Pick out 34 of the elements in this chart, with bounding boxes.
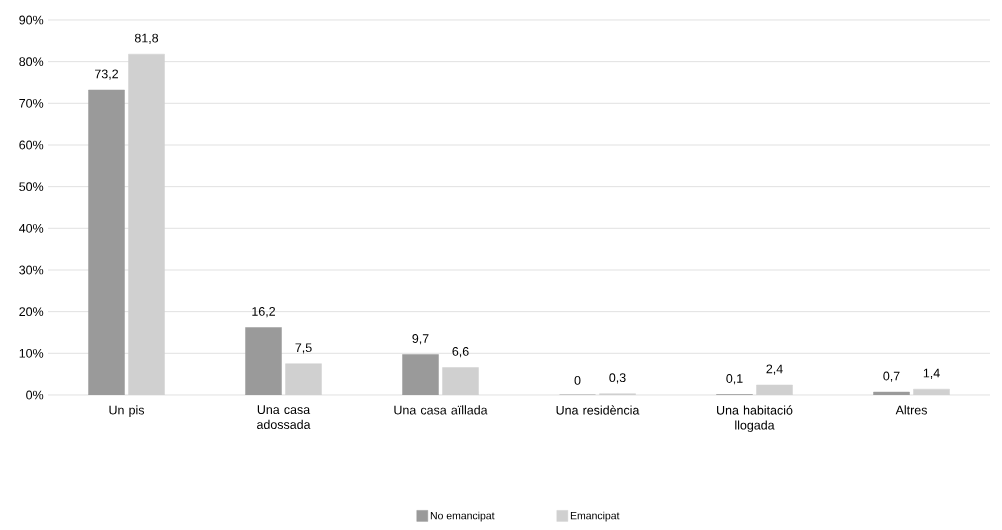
x-tick-label: Un pis <box>109 405 145 417</box>
data-label: 0,1 <box>726 374 743 385</box>
y-tick-label: 30% <box>19 265 44 275</box>
data-label: 0 <box>574 375 581 385</box>
data-label: 0,7 <box>883 371 900 382</box>
y-tick-label: 0% <box>26 390 44 400</box>
y-tick-label: 50% <box>19 182 44 192</box>
y-tick-label: 40% <box>19 223 44 233</box>
y-tick-label: 60% <box>19 140 44 150</box>
legend-label: Emancipat <box>570 511 620 522</box>
data-label: 81,8 <box>134 33 159 44</box>
x-tick-label: Una casa aïllada <box>394 405 488 415</box>
y-tick-label: 70% <box>19 98 44 108</box>
y-tick-label: 20% <box>19 307 44 317</box>
data-label: 73,2 <box>95 69 118 80</box>
y-tick-label: 90% <box>19 15 44 25</box>
data-label: 0,3 <box>609 373 626 384</box>
data-label: 6,6 <box>452 347 469 358</box>
x-tick-label: Altres <box>895 405 927 415</box>
bar <box>88 89 125 395</box>
y-tick-label: 10% <box>19 348 44 358</box>
data-label: 16,2 <box>252 307 275 318</box>
y-tick-label: 80% <box>19 57 44 67</box>
bar <box>245 327 282 395</box>
data-label: 2,4 <box>766 364 783 375</box>
data-label: 9,7 <box>412 334 429 345</box>
bar <box>402 354 439 395</box>
data-label: 7,5 <box>295 343 312 354</box>
data-label: 1,4 <box>923 368 940 379</box>
x-tick-label: Una habitació llogada <box>717 405 793 433</box>
bar <box>873 391 910 395</box>
x-tick-label: Una residència <box>556 405 640 415</box>
x-tick-label: Una casa adossada <box>257 405 311 429</box>
legend-label: No emancipat <box>430 511 495 522</box>
